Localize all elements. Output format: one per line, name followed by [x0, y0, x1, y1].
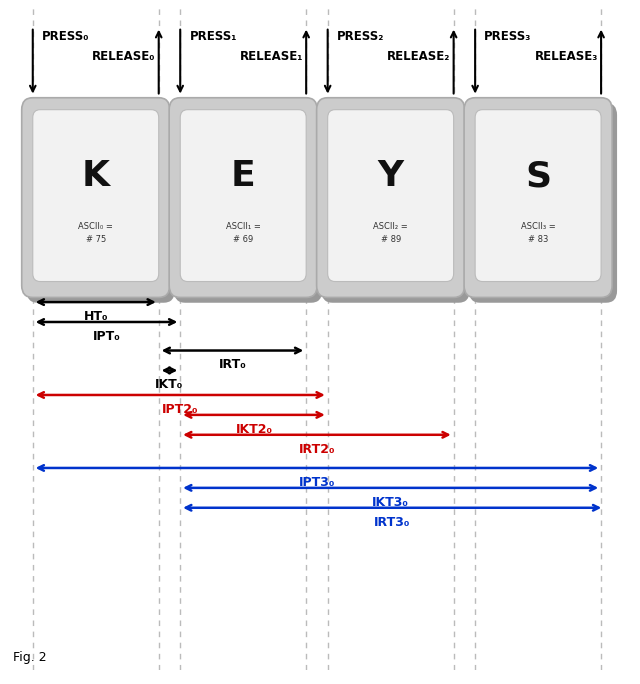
Text: HT₀: HT₀	[83, 310, 108, 323]
Text: RELEASE₂: RELEASE₂	[387, 50, 451, 63]
Text: IKT2₀: IKT2₀	[236, 423, 273, 436]
Text: IRT2₀: IRT2₀	[299, 443, 335, 456]
FancyBboxPatch shape	[475, 109, 601, 282]
FancyBboxPatch shape	[169, 98, 317, 298]
Text: PRESS₂: PRESS₂	[337, 30, 384, 43]
Text: ASCII₂ =
# 89: ASCII₂ = # 89	[373, 222, 408, 244]
Text: IPT₀: IPT₀	[93, 330, 120, 343]
FancyBboxPatch shape	[22, 98, 170, 298]
FancyBboxPatch shape	[317, 98, 465, 298]
Text: PRESS₀: PRESS₀	[42, 30, 90, 43]
Text: RELEASE₁: RELEASE₁	[240, 50, 303, 63]
FancyBboxPatch shape	[469, 103, 617, 303]
Text: IKT3₀: IKT3₀	[372, 496, 409, 509]
Text: ASCII₀ =
# 75: ASCII₀ = # 75	[78, 222, 113, 244]
Text: Y: Y	[378, 159, 404, 194]
Text: PRESS₃: PRESS₃	[484, 30, 532, 43]
FancyBboxPatch shape	[321, 103, 470, 303]
FancyBboxPatch shape	[27, 103, 175, 303]
Text: K: K	[82, 159, 109, 194]
Text: IRT3₀: IRT3₀	[374, 516, 410, 529]
Text: IRT₀: IRT₀	[219, 358, 246, 371]
FancyBboxPatch shape	[180, 109, 306, 282]
Text: IKT₀: IKT₀	[156, 378, 184, 391]
FancyBboxPatch shape	[464, 98, 612, 298]
Text: ASCII₁ =
# 69: ASCII₁ = # 69	[226, 222, 260, 244]
Text: S: S	[525, 159, 551, 194]
Text: PRESS₁: PRESS₁	[189, 30, 237, 43]
Text: IPT3₀: IPT3₀	[299, 476, 335, 489]
Text: RELEASE₀: RELEASE₀	[92, 50, 156, 63]
Text: ASCII₃ =
# 83: ASCII₃ = # 83	[521, 222, 556, 244]
Text: RELEASE₃: RELEASE₃	[534, 50, 598, 63]
FancyBboxPatch shape	[328, 109, 454, 282]
Text: IPT2₀: IPT2₀	[162, 403, 198, 416]
Text: Fig. 2: Fig. 2	[13, 650, 47, 663]
FancyBboxPatch shape	[174, 103, 322, 303]
FancyBboxPatch shape	[33, 109, 159, 282]
Text: E: E	[231, 159, 255, 194]
